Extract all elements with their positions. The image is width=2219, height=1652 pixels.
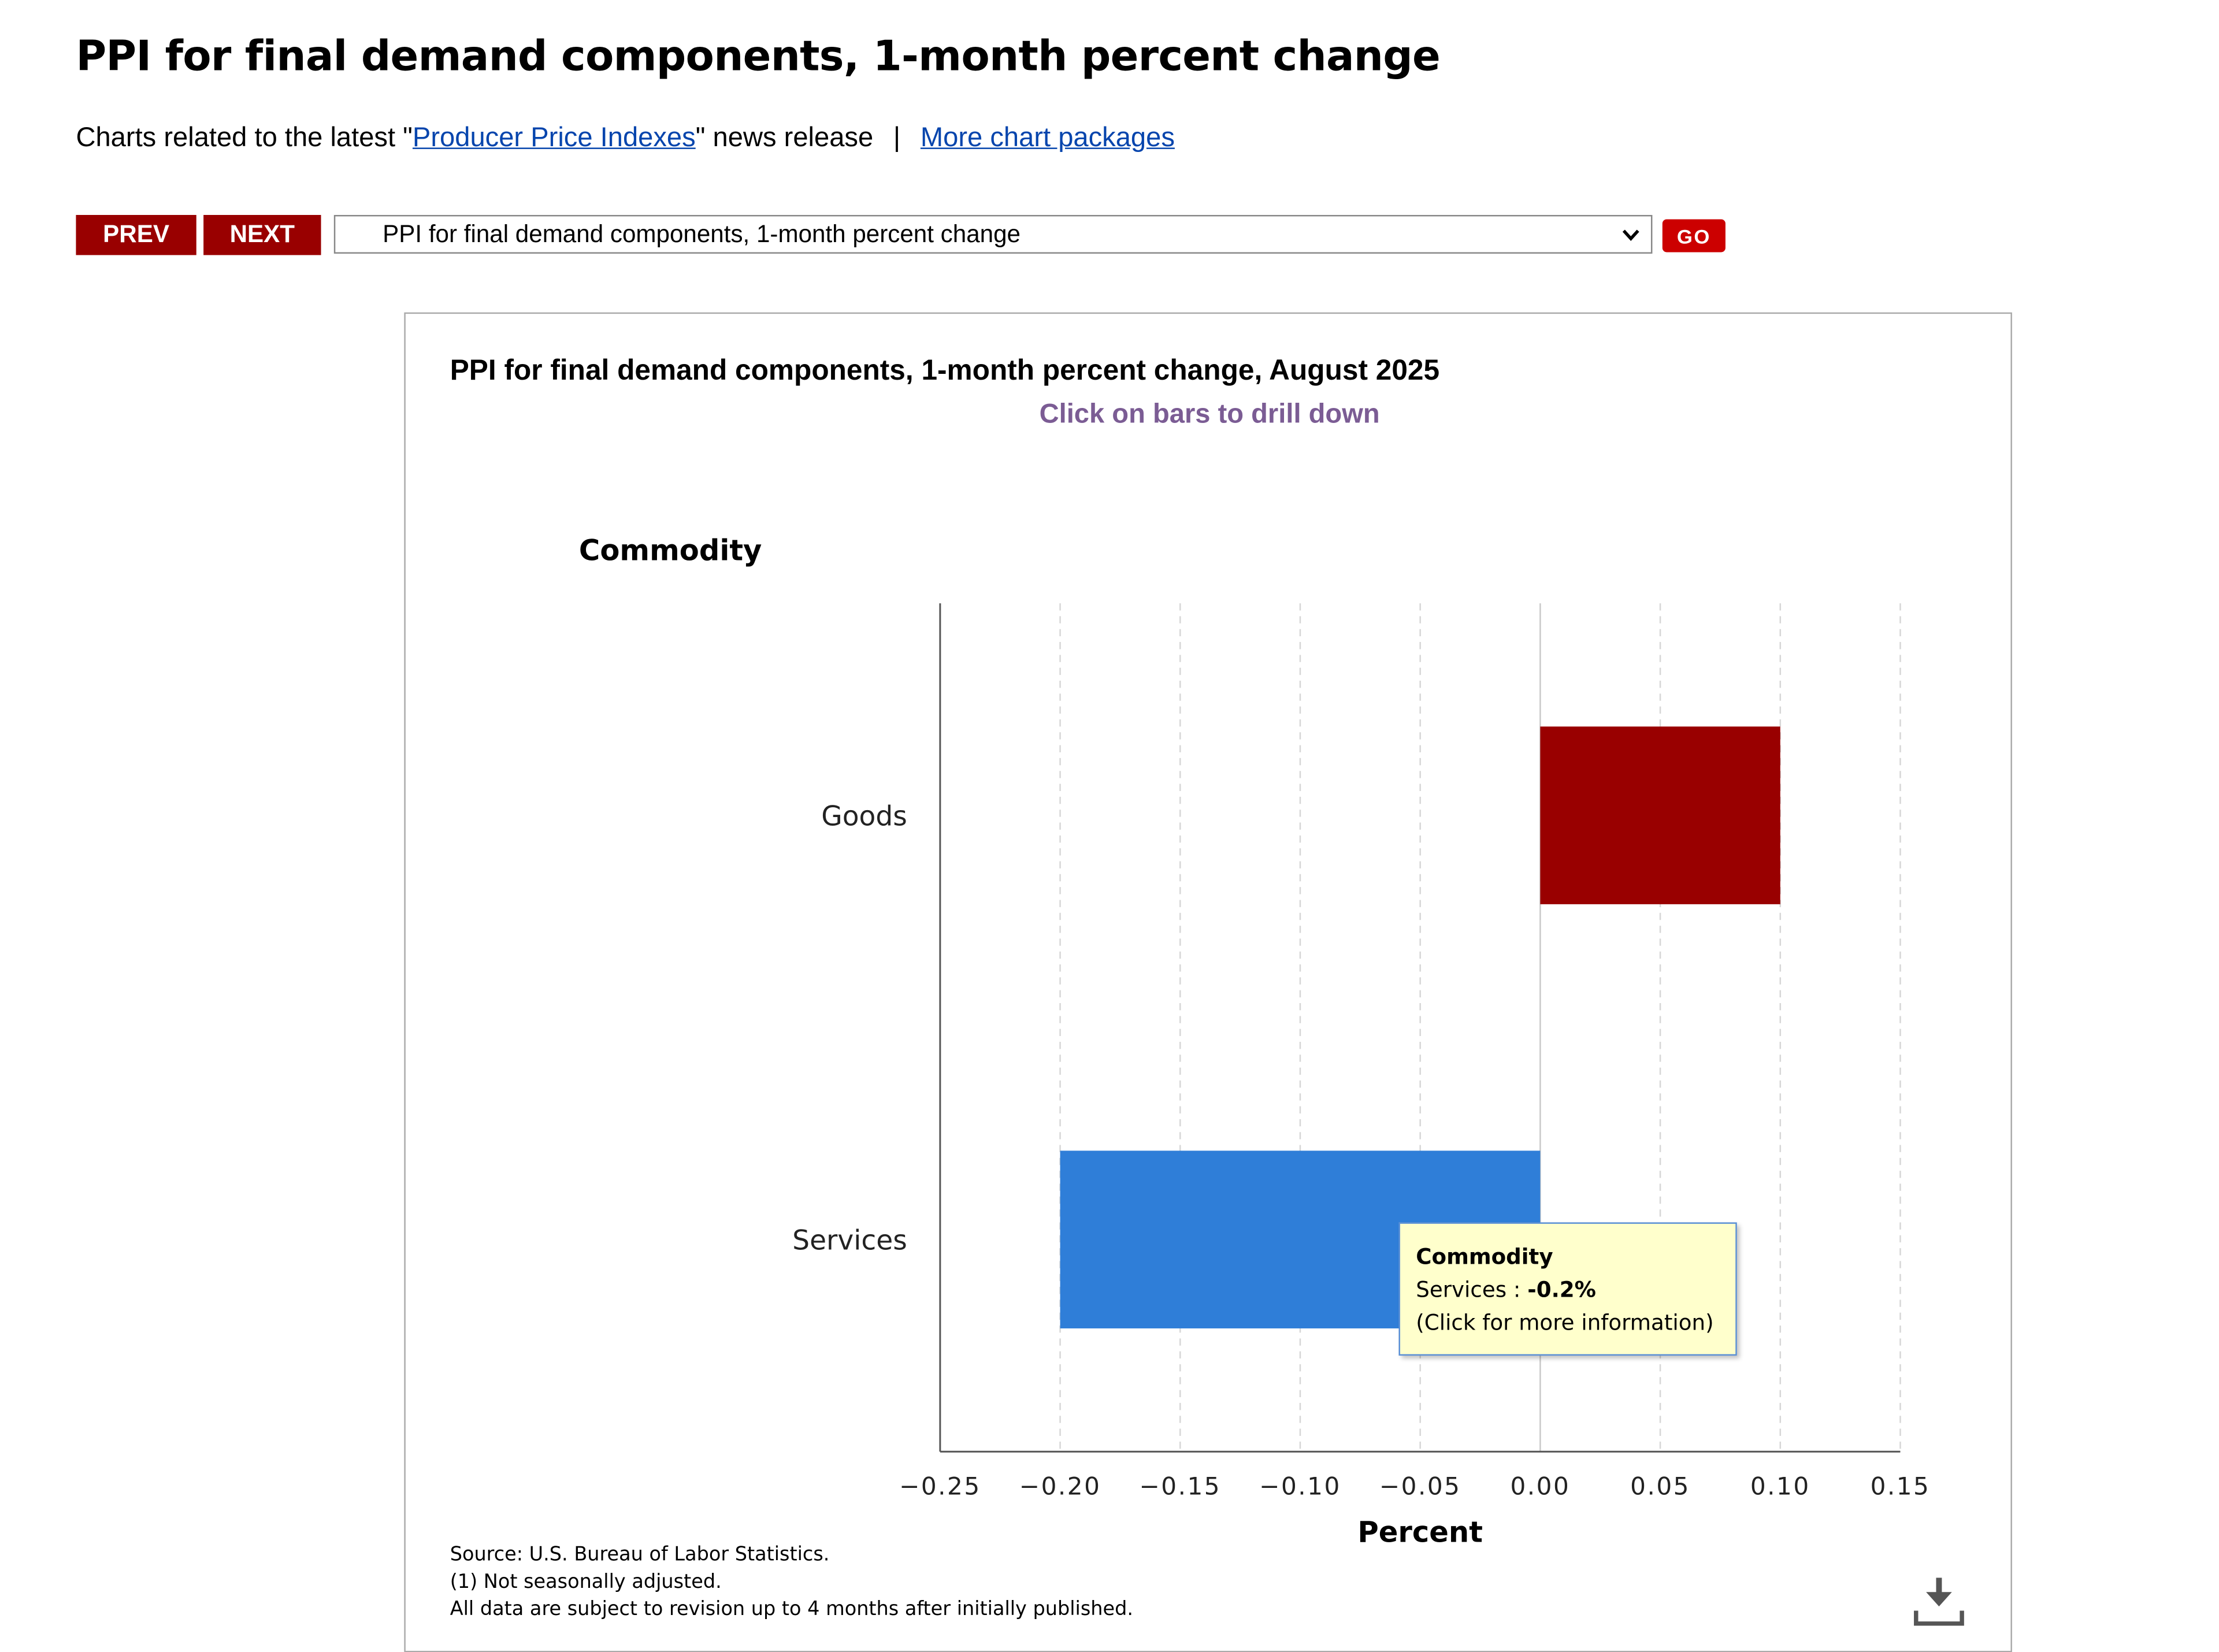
download-icon[interactable] bbox=[1912, 1573, 1966, 1628]
tooltip-series-label: Services : bbox=[1416, 1276, 1528, 1303]
x-tick-label: 0.05 bbox=[1630, 1472, 1690, 1501]
chart-subtitle: Click on bars to drill down bbox=[1039, 399, 1380, 430]
tooltip-value: -0.2% bbox=[1527, 1276, 1596, 1303]
x-tick-label: −0.15 bbox=[1139, 1472, 1221, 1501]
category-label: Services bbox=[792, 1225, 907, 1257]
seasonal-note: (1) Not seasonally adjusted. bbox=[450, 1571, 722, 1594]
related-suffix: " news release bbox=[695, 123, 874, 154]
next-button[interactable]: NEXT bbox=[203, 215, 321, 255]
separator: | bbox=[893, 123, 901, 154]
producer-price-indexes-link[interactable]: Producer Price Indexes bbox=[412, 123, 696, 154]
chevron-down-icon bbox=[1622, 229, 1639, 241]
source-note: Source: U.S. Bureau of Labor Statistics. bbox=[450, 1543, 830, 1566]
x-tick-label: −0.25 bbox=[899, 1472, 981, 1501]
x-tick-label: 0.10 bbox=[1750, 1472, 1810, 1501]
related-line: Charts related to the latest "Producer P… bbox=[76, 123, 1174, 155]
chart-title: PPI for final demand components, 1-month… bbox=[450, 355, 1440, 387]
x-tick-label: 0.15 bbox=[1871, 1472, 1931, 1501]
x-tick-label: −0.10 bbox=[1259, 1472, 1341, 1501]
prev-button[interactable]: PREV bbox=[76, 215, 196, 255]
x-tick-label: 0.00 bbox=[1510, 1472, 1570, 1501]
tooltip-title: Commodity bbox=[1416, 1243, 1553, 1270]
x-tick-label: −0.05 bbox=[1379, 1472, 1461, 1501]
bar-goods[interactable] bbox=[1540, 726, 1780, 904]
tooltip-value-line: Services : -0.2% bbox=[1416, 1274, 1720, 1307]
x-axis-title: Percent bbox=[1357, 1515, 1483, 1549]
chart-select[interactable]: PPI for final demand components, 1-month… bbox=[333, 215, 1653, 254]
go-button[interactable]: GO bbox=[1662, 219, 1726, 253]
y-axis-title: Commodity bbox=[578, 533, 762, 568]
tooltip-hint: (Click for more information) bbox=[1416, 1309, 1714, 1336]
page-title: PPI for final demand components, 1-month… bbox=[76, 31, 1441, 80]
x-tick-label: −0.20 bbox=[1019, 1472, 1101, 1501]
footnotes: Source: U.S. Bureau of Labor Statistics.… bbox=[450, 1542, 1133, 1623]
chart-tooltip: Commodity Services : -0.2% (Click for mo… bbox=[1398, 1222, 1737, 1356]
category-label: Goods bbox=[821, 800, 907, 832]
more-chart-packages-link[interactable]: More chart packages bbox=[920, 123, 1175, 154]
chart-select-value: PPI for final demand components, 1-month… bbox=[383, 220, 1021, 247]
chart-container bbox=[404, 312, 2012, 1652]
related-prefix: Charts related to the latest " bbox=[76, 123, 413, 154]
revision-note: All data are subject to revision up to 4… bbox=[450, 1598, 1134, 1621]
